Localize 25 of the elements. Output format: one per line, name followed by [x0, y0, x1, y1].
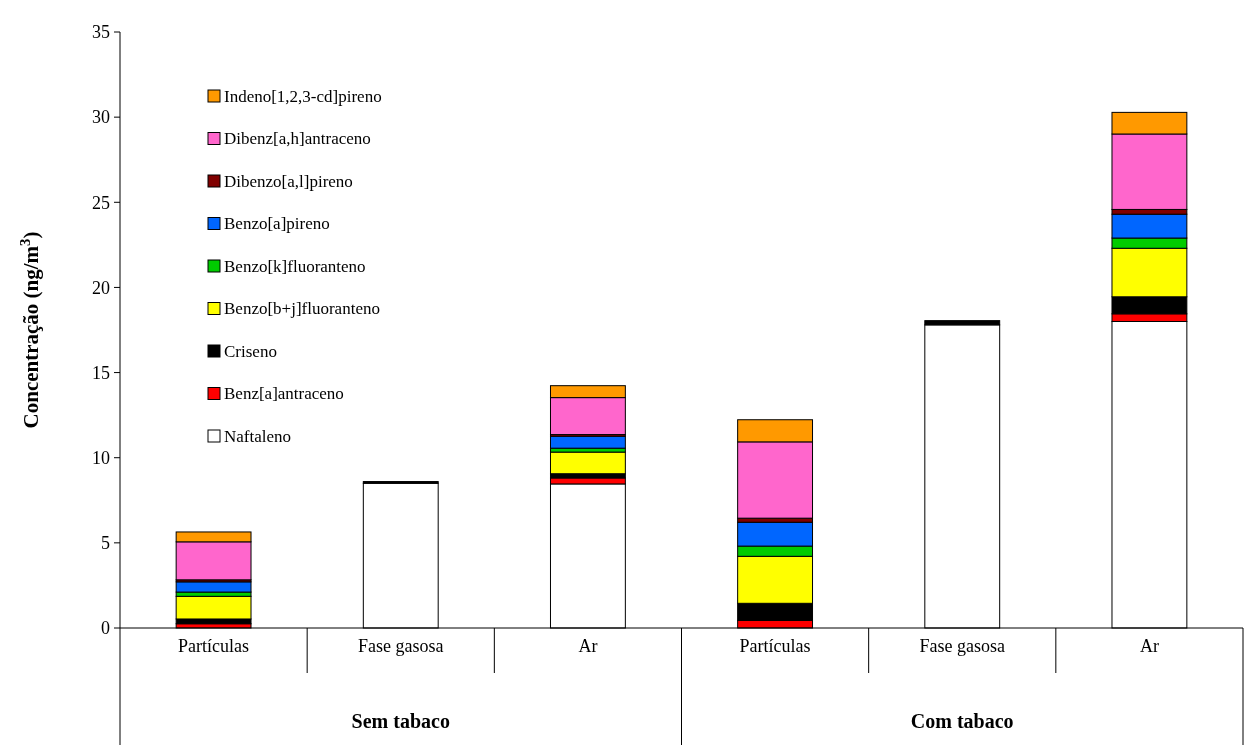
x-tick-label: Fase gasosa	[919, 636, 1005, 657]
x-tick-label: Ar	[578, 636, 598, 657]
text: Com tabaco	[910, 710, 1014, 732]
legend-label: Naftaleno	[224, 426, 292, 446]
x-tick-label: Fase gasosa	[358, 636, 444, 657]
y-tick-label: 5	[101, 533, 110, 554]
y-tick-label: 35	[92, 22, 110, 43]
text: Sem tabaco	[351, 710, 450, 732]
y-tick-label: 15	[92, 362, 110, 383]
y-tick-label: 20	[92, 277, 110, 298]
y-tick-label: 0	[101, 618, 110, 639]
legend-label: Benzo[k]fluoranteno	[224, 256, 366, 276]
y-tick-label: 10	[92, 448, 110, 469]
legend-label: Indeno[1,2,3-cd]pireno	[224, 86, 382, 106]
legend-label: Benzo[b+j]fluoranteno	[224, 299, 380, 319]
legend-label: Benzo[a]pireno	[224, 214, 330, 234]
x-tick-label: Partículas	[178, 636, 250, 657]
legend-label: Benz[a]antraceno	[224, 384, 344, 404]
x-tick-label: Ar	[1139, 636, 1159, 657]
y-tick-label: 30	[92, 107, 110, 128]
y-tick-label: 25	[92, 192, 110, 213]
x-tick-label: Partículas	[739, 636, 811, 657]
legend-label: Criseno	[224, 341, 277, 361]
legend-label: Dibenzo[a,l]pireno	[224, 171, 353, 191]
legend-label: Dibenz[a,h]antraceno	[224, 129, 371, 149]
